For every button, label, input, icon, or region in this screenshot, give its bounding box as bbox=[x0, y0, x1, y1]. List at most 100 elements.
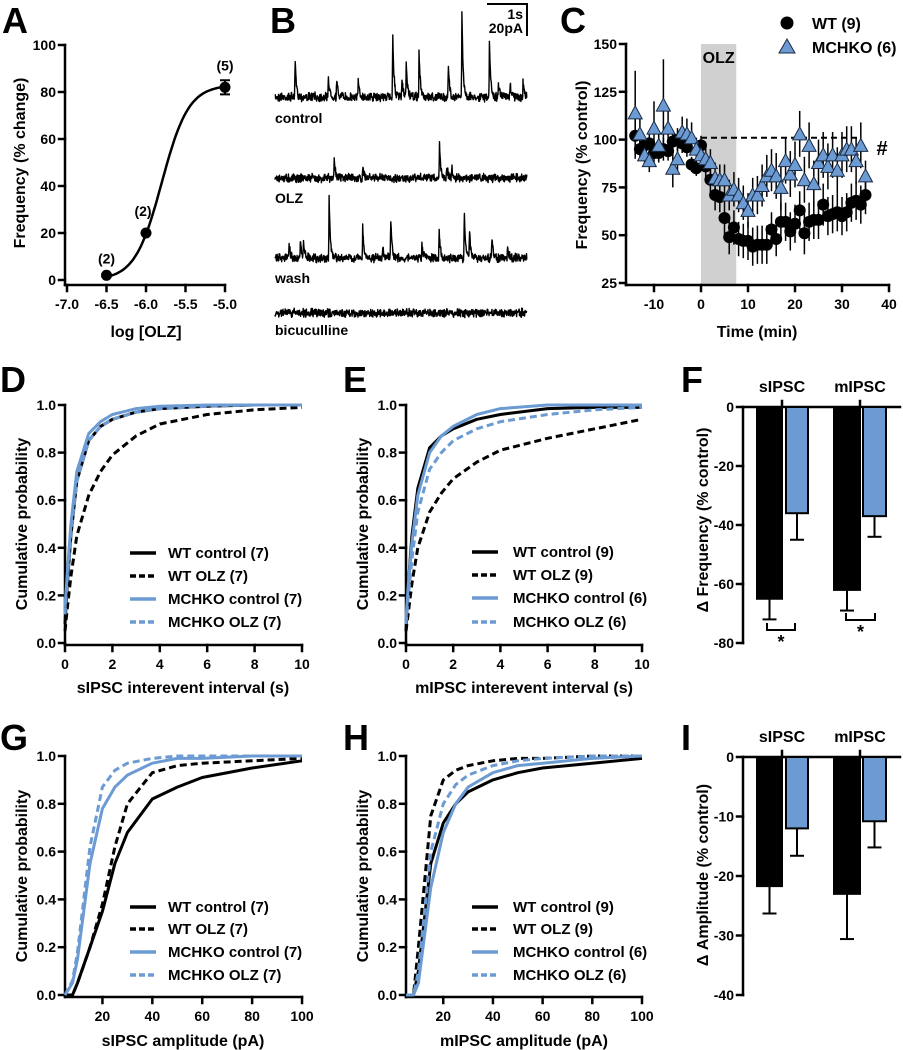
panel-letter: C bbox=[560, 0, 586, 41]
data-point bbox=[820, 158, 836, 173]
x-tick-label: 8 bbox=[591, 656, 599, 672]
y-tick-label: 20 bbox=[40, 225, 56, 241]
y-tick-label: 0.8 bbox=[378, 796, 398, 812]
category-label: sIPSC bbox=[759, 729, 806, 746]
data-point bbox=[140, 227, 152, 239]
current-trace-wash bbox=[274, 194, 528, 264]
data-point bbox=[782, 165, 799, 181]
y-tick-label: 0.4 bbox=[37, 891, 57, 907]
data-point bbox=[770, 233, 783, 246]
y-tick-label: 0.8 bbox=[37, 445, 57, 461]
data-point bbox=[793, 204, 806, 217]
y-tick-label: 0.0 bbox=[378, 987, 398, 1003]
bar-wt bbox=[833, 756, 861, 895]
legend-label: MCHKO OLZ (7) bbox=[168, 614, 281, 631]
significance-star: * bbox=[857, 622, 864, 642]
y-tick-label: -20 bbox=[714, 458, 734, 474]
legend-label: MCHKO control (6) bbox=[513, 944, 647, 961]
y-tick-label: 40 bbox=[40, 178, 56, 194]
legend-marker-triangle bbox=[778, 37, 796, 54]
y-tick-label: 60 bbox=[40, 131, 56, 147]
x-tick-label: 4 bbox=[156, 656, 164, 672]
y-tick-label: -40 bbox=[714, 987, 734, 1003]
x-tick-label: 10 bbox=[294, 656, 310, 672]
bar-mchko bbox=[862, 756, 887, 823]
bar-mchko bbox=[785, 406, 809, 515]
x-tick-label: 8 bbox=[251, 656, 259, 672]
x-tick-label: 30 bbox=[834, 296, 850, 312]
y-tick-label: 0.6 bbox=[37, 844, 57, 860]
data-point bbox=[662, 145, 675, 158]
x-axis-label: sIPSC interevent interval (s) bbox=[77, 680, 290, 697]
y-tick-label: 0.8 bbox=[37, 796, 57, 812]
x-tick-label: 0 bbox=[61, 656, 69, 672]
data-point bbox=[660, 120, 676, 135]
y-axis-label: Cumulative probability bbox=[355, 790, 372, 963]
y-tick-label: 0.2 bbox=[378, 587, 398, 603]
panel-letter: I bbox=[681, 717, 691, 758]
bar-mchko bbox=[785, 756, 809, 830]
data-point bbox=[754, 177, 770, 192]
y-tick-label: 0.2 bbox=[37, 587, 57, 603]
y-tick-label: 0.0 bbox=[37, 635, 57, 651]
x-tick-label: -10 bbox=[644, 296, 664, 312]
panel-letter: G bbox=[0, 717, 28, 758]
data-point bbox=[683, 129, 700, 145]
cdf-line bbox=[63, 403, 302, 615]
y-tick-label: 0.4 bbox=[378, 540, 398, 556]
legend-label: MCHKO (6) bbox=[812, 40, 896, 57]
data-point bbox=[655, 97, 672, 112]
y-tick-label: 0 bbox=[726, 749, 734, 765]
y-tick-label: 0.0 bbox=[37, 987, 57, 1003]
data-point bbox=[727, 221, 740, 234]
trace-label: OLZ bbox=[275, 190, 303, 206]
x-tick-label: -7.0 bbox=[55, 296, 79, 312]
data-point bbox=[812, 213, 825, 226]
panel-letter: H bbox=[343, 717, 369, 758]
bar-wt bbox=[756, 406, 783, 600]
scale-bar bbox=[487, 3, 528, 36]
x-tick-label: 20 bbox=[787, 296, 803, 312]
data-point bbox=[791, 125, 808, 141]
data-point bbox=[101, 269, 112, 281]
data-point bbox=[723, 231, 736, 244]
x-tick-label: 40 bbox=[881, 296, 897, 312]
significance-bracket bbox=[845, 613, 876, 621]
y-axis-label: Frequency (% change) bbox=[12, 78, 29, 249]
data-point bbox=[627, 104, 644, 120]
y-tick-label: 0.2 bbox=[37, 939, 57, 955]
trace-label: bicuculline bbox=[275, 322, 348, 338]
data-point bbox=[650, 137, 667, 152]
x-axis-label: Time (min) bbox=[717, 324, 798, 341]
data-point bbox=[641, 152, 658, 168]
panel-i-bar: I 0 -10 -20 -30 -40 Δ Amplitude (% control) sIP… bbox=[681, 717, 902, 1003]
y-tick-label: -30 bbox=[714, 928, 734, 944]
legend-marker-circle bbox=[780, 16, 794, 30]
data-point bbox=[632, 125, 648, 141]
legend-label: WT control (7) bbox=[168, 899, 269, 916]
panel-letter: B bbox=[270, 0, 296, 41]
x-tick-label: -5.0 bbox=[213, 296, 237, 312]
y-tick-label: 1.0 bbox=[37, 748, 57, 764]
drug-label: OLZ bbox=[703, 50, 735, 67]
data-point bbox=[749, 186, 766, 202]
data-point bbox=[643, 137, 656, 150]
data-point bbox=[810, 154, 827, 170]
x-tick-label: 6 bbox=[544, 656, 552, 672]
significance-star: * bbox=[777, 632, 784, 652]
data-point bbox=[787, 156, 803, 171]
y-tick-label: 0.8 bbox=[378, 445, 398, 461]
data-point bbox=[219, 81, 231, 93]
data-point bbox=[669, 150, 686, 166]
x-tick-label: 100 bbox=[290, 1008, 314, 1024]
fit-curve bbox=[106, 85, 226, 279]
y-tick-label: 150 bbox=[594, 36, 618, 52]
data-point bbox=[760, 238, 773, 251]
current-trace-bicuculline bbox=[274, 307, 528, 319]
x-axis-label: mIPSC interevent interval (s) bbox=[415, 680, 633, 697]
category-label: sIPSC bbox=[759, 379, 806, 396]
y-axis-label: Cumulative probability bbox=[14, 790, 31, 963]
data-point bbox=[718, 211, 731, 224]
x-tick-label: 20 bbox=[95, 1008, 111, 1024]
